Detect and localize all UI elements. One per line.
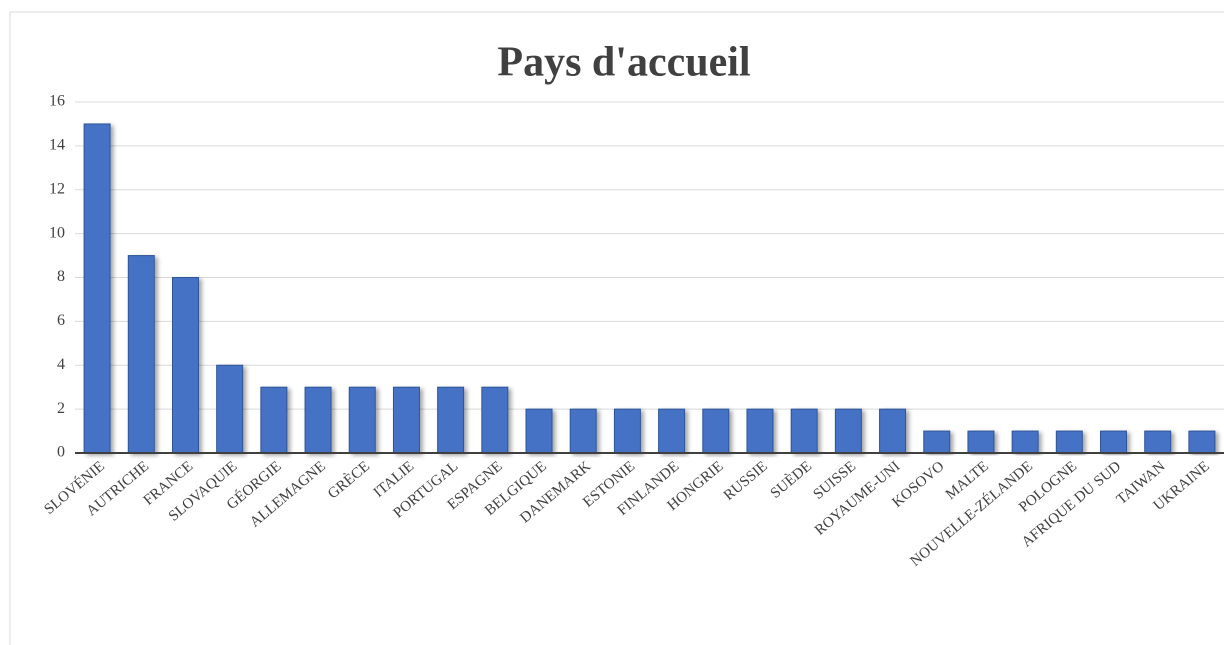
chart-border — [9, 11, 1224, 645]
bar — [967, 430, 995, 454]
bar — [348, 386, 376, 454]
bar — [658, 408, 686, 454]
bar — [1100, 430, 1128, 454]
bar — [260, 386, 288, 454]
y-tick-label: 16 — [49, 93, 65, 110]
y-tick-label: 10 — [49, 224, 65, 241]
bar — [1188, 430, 1216, 454]
x-tick-label: GRÈCE — [324, 458, 373, 503]
y-tick-label: 12 — [49, 180, 65, 197]
chart-title: Pays d'accueil — [497, 40, 750, 86]
bar — [304, 386, 332, 454]
bar — [171, 277, 199, 454]
bar — [1011, 430, 1039, 454]
bar — [481, 386, 509, 454]
bar — [1055, 430, 1083, 454]
y-tick-label: 0 — [57, 444, 65, 461]
bar — [879, 408, 907, 454]
bar — [746, 408, 774, 454]
x-tick-label: RUSSIE — [721, 458, 771, 503]
bar — [83, 123, 111, 454]
bar — [437, 386, 465, 454]
bar — [923, 430, 951, 454]
x-tick-label: SUÈDE — [767, 458, 815, 502]
bar — [525, 408, 553, 454]
y-tick-label: 4 — [57, 356, 65, 373]
bar — [216, 364, 244, 454]
y-tick-label: 2 — [57, 400, 65, 417]
bar — [702, 408, 730, 454]
bar — [127, 255, 155, 454]
bar — [1144, 430, 1172, 454]
bar — [613, 408, 641, 454]
y-tick-label: 14 — [49, 137, 65, 154]
y-tick-label: 6 — [57, 312, 65, 329]
y-tick-label: 8 — [57, 268, 65, 285]
bar — [790, 408, 818, 454]
bar — [392, 386, 420, 454]
bar — [569, 408, 597, 454]
bar — [834, 408, 862, 454]
x-tick-label: ALLEMAGNE — [247, 458, 329, 530]
